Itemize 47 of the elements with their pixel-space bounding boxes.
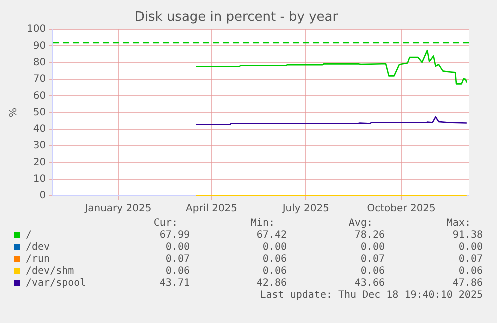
y-tick-label: 0 xyxy=(40,190,46,202)
text: 0.07 xyxy=(166,254,190,265)
y-tick-label: 10 xyxy=(33,174,46,185)
x-tick-label: July 2025 xyxy=(282,204,330,215)
x-tick-label: April 2025 xyxy=(186,204,238,215)
y-axis-title: % xyxy=(8,108,20,118)
text: Avg: xyxy=(348,218,373,229)
text: 0.07 xyxy=(458,254,483,265)
y-tick-label: 80 xyxy=(33,57,46,68)
text: 0.07 xyxy=(360,254,385,265)
text: 0.06 xyxy=(360,266,385,277)
text: Min: xyxy=(250,218,275,229)
text: 47.86 xyxy=(452,278,483,289)
text: 91.38 xyxy=(452,230,483,241)
y-tick-label: 90 xyxy=(33,40,46,52)
x-tick-label: October 2025 xyxy=(367,204,436,215)
text: 0.00 xyxy=(166,242,190,253)
y-tick-label: 40 xyxy=(33,124,46,136)
text: 0.06 xyxy=(262,254,287,265)
text: 0.00 xyxy=(262,242,287,253)
text: Cur: xyxy=(154,218,178,229)
x-tick-label: January 2025 xyxy=(84,204,152,215)
text: Max: xyxy=(446,218,471,229)
y-tick-label: 50 xyxy=(33,107,46,118)
y-tick-label: 30 xyxy=(33,140,46,152)
text: 67.42 xyxy=(256,230,287,241)
text: 43.66 xyxy=(354,278,385,289)
text: 0.00 xyxy=(360,242,385,253)
legend-label: / xyxy=(25,230,32,241)
text: 78.26 xyxy=(354,230,385,241)
text: 67.99 xyxy=(160,230,190,241)
text: 0.06 xyxy=(262,266,287,277)
text: Last update: Thu Dec 18 19:40:10 2025 xyxy=(260,290,483,301)
legend-label: /dev/shm xyxy=(25,266,74,277)
text: 0.00 xyxy=(458,242,483,253)
text: 0.06 xyxy=(166,266,190,277)
legend-label: /run xyxy=(25,254,50,265)
chart-title: Disk usage in percent - by year xyxy=(134,10,339,26)
y-tick-label: 70 xyxy=(33,74,46,86)
text: 0.06 xyxy=(458,266,483,277)
legend-label: /dev xyxy=(25,242,50,253)
y-tick-label: 60 xyxy=(33,90,46,102)
y-tick-label: 20 xyxy=(33,157,46,168)
text: 42.86 xyxy=(256,278,287,289)
legend-label: /var/spool xyxy=(25,278,86,289)
y-tick-label: 100 xyxy=(26,24,46,36)
text: 43.71 xyxy=(160,278,190,289)
